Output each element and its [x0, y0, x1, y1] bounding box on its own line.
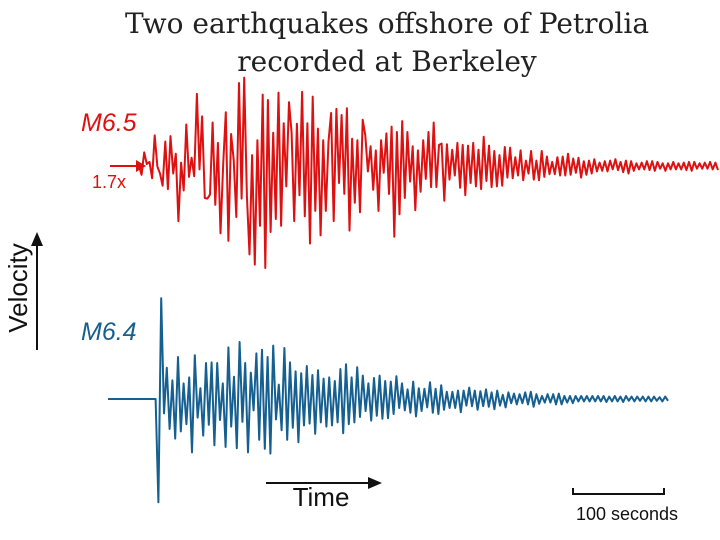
time-axis-label: Time: [293, 482, 350, 512]
series-label-m65: M6.5: [81, 109, 137, 137]
scale-factor-label: 1.7x: [92, 172, 126, 192]
scale-arrowhead: [136, 160, 146, 172]
scale-bar-label: 100 seconds: [576, 504, 678, 524]
trace-layer: [108, 76, 719, 504]
velocity-axis-arrowhead: [31, 232, 43, 246]
velocity-axis-label: Velocity: [3, 243, 33, 333]
chart-title-line-2: recorded at Berkeley: [237, 45, 537, 78]
chart-title-line-1: Two earthquakes offshore of Petrolia: [125, 7, 649, 40]
time-axis-arrowhead: [368, 477, 382, 489]
series-label-m64: M6.4: [81, 318, 137, 346]
trace-m65: [110, 76, 719, 269]
scale-bar: [572, 488, 665, 495]
trace-m64: [108, 297, 669, 504]
